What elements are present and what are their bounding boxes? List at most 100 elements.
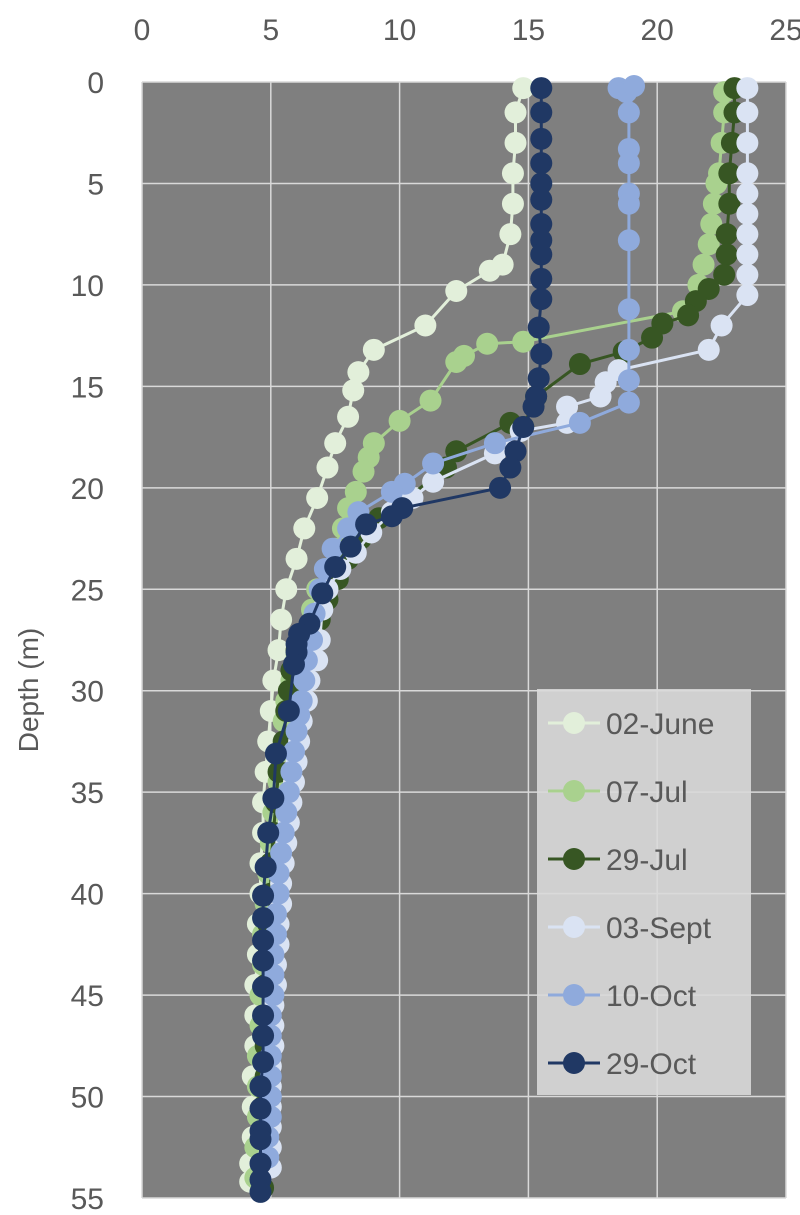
legend-label: 07-Jul [606, 776, 688, 809]
data-point [272, 821, 295, 844]
legend-box [537, 689, 751, 1095]
legend-label: 02-June [606, 708, 714, 741]
data-point [280, 760, 303, 783]
y-axis-title: Depth (m) [13, 628, 44, 752]
data-point [249, 1180, 272, 1203]
data-point [736, 101, 759, 124]
data-point [617, 192, 640, 215]
x-tick-label: 15 [512, 14, 545, 47]
legend: 02-June 07-Jul 29-Jul 03-Sept 10-Oct 29-Oct [537, 689, 751, 1095]
data-point [736, 284, 759, 307]
data-point [697, 233, 720, 256]
y-tick-label: 30 [71, 676, 104, 709]
data-point [347, 361, 370, 384]
data-point [530, 342, 553, 365]
x-tick-label: 20 [641, 14, 674, 47]
data-point [316, 456, 339, 479]
x-tick-label: 5 [262, 14, 279, 47]
data-point [736, 263, 759, 286]
data-point [257, 821, 280, 844]
legend-marker [563, 916, 585, 938]
legend-marker [563, 1052, 585, 1074]
data-point [419, 389, 442, 412]
data-point [275, 801, 298, 824]
data-point [414, 314, 437, 337]
x-axis-ticks: 0 5 10 15 20 25 [134, 14, 800, 47]
data-point [530, 267, 553, 290]
data-point [718, 162, 741, 185]
data-point [715, 243, 738, 266]
data-point [736, 77, 759, 100]
data-point [270, 608, 293, 631]
y-tick-label: 15 [71, 371, 104, 404]
data-point [499, 456, 522, 479]
data-point [504, 131, 527, 154]
data-point [380, 505, 403, 528]
legend-item: 29-Jul [548, 844, 688, 877]
x-tick-label: 25 [769, 14, 800, 47]
data-point [355, 513, 378, 536]
legend-item: 10-Oct [548, 980, 697, 1013]
legend-label: 03-Sept [606, 912, 712, 945]
data-point [641, 326, 664, 349]
legend-item: 02-June [548, 708, 714, 741]
data-point [252, 1024, 275, 1047]
data-point [311, 582, 334, 605]
data-point [476, 332, 499, 355]
data-point [249, 1152, 272, 1175]
data-point [321, 537, 344, 560]
data-point [736, 202, 759, 225]
data-point [530, 101, 553, 124]
data-point [501, 162, 524, 185]
data-point [589, 385, 612, 408]
data-point [252, 949, 275, 972]
data-point [736, 182, 759, 205]
data-point [512, 77, 535, 100]
data-point [339, 535, 362, 558]
data-point [530, 152, 553, 175]
y-tick-label: 20 [71, 473, 104, 506]
data-point [530, 188, 553, 211]
y-tick-label: 5 [87, 168, 104, 201]
data-point [285, 720, 308, 743]
data-point [617, 229, 640, 252]
data-point [710, 314, 733, 337]
data-point [285, 547, 308, 570]
data-point [252, 975, 275, 998]
data-point [337, 405, 360, 428]
data-point [293, 669, 316, 692]
data-point [736, 162, 759, 185]
data-point [282, 653, 305, 676]
legend-marker [563, 984, 585, 1006]
data-point [445, 279, 468, 302]
y-tick-label: 45 [71, 980, 104, 1013]
data-point [499, 223, 522, 246]
data-point [282, 740, 305, 763]
data-point [677, 304, 700, 327]
data-point [713, 263, 736, 286]
data-point [530, 172, 553, 195]
data-point [718, 192, 741, 215]
y-tick-label: 25 [71, 574, 104, 607]
data-point [252, 884, 275, 907]
series-group [239, 75, 759, 1203]
data-point [249, 1128, 272, 1151]
data-point [252, 1004, 275, 1027]
legend-label: 10-Oct [606, 980, 697, 1013]
data-point [568, 353, 591, 376]
legend-item: 29-Oct [548, 1048, 697, 1081]
legend-marker [563, 712, 585, 734]
data-point [380, 480, 403, 503]
data-point [252, 1051, 275, 1074]
data-point [324, 555, 347, 578]
data-point [478, 259, 501, 282]
data-point [483, 432, 506, 455]
data-point [697, 338, 720, 361]
data-point [617, 369, 640, 392]
data-point [422, 470, 445, 493]
data-point [489, 476, 512, 499]
legend-label: 29-Oct [606, 1048, 697, 1081]
y-tick-label: 0 [87, 67, 104, 100]
data-point [512, 415, 535, 438]
data-point [530, 127, 553, 150]
